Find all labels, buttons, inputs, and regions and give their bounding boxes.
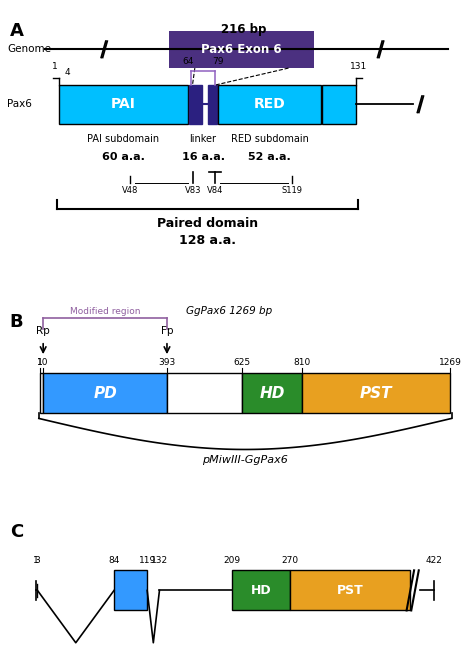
Text: 209: 209	[224, 556, 241, 565]
Text: 1: 1	[33, 556, 38, 565]
Text: V83: V83	[185, 186, 201, 195]
Text: 810: 810	[293, 358, 310, 366]
Text: 4: 4	[64, 68, 70, 77]
Text: S119: S119	[282, 186, 303, 195]
Text: 625: 625	[233, 358, 251, 366]
Text: PST: PST	[360, 386, 392, 401]
Text: PAI: PAI	[111, 97, 136, 111]
Bar	[40, 373, 43, 413]
Text: Fp: Fp	[161, 326, 173, 336]
Text: 64: 64	[182, 57, 194, 66]
Bar	[302, 373, 450, 413]
Text: 119: 119	[138, 556, 156, 565]
Text: 393: 393	[158, 358, 175, 366]
Text: GgPax6 1269 bp: GgPax6 1269 bp	[186, 306, 272, 316]
Text: V48: V48	[122, 186, 138, 195]
Text: Pax6 Exon 6: Pax6 Exon 6	[201, 43, 282, 56]
Text: Modified region: Modified region	[70, 306, 140, 316]
Text: C: C	[10, 523, 23, 541]
Text: RED subdomain: RED subdomain	[231, 134, 309, 144]
Bar	[242, 373, 302, 413]
Text: 60 a.a.: 60 a.a.	[102, 152, 145, 162]
Text: PAI subdomain: PAI subdomain	[87, 134, 159, 144]
Text: V84: V84	[207, 186, 223, 195]
Text: 3: 3	[35, 556, 40, 565]
Bar	[208, 85, 217, 124]
Text: HD: HD	[259, 386, 284, 401]
Text: 131: 131	[350, 62, 367, 70]
Text: PST: PST	[337, 584, 364, 597]
Text: 216 bp: 216 bp	[221, 23, 267, 37]
Text: HD: HD	[251, 584, 272, 597]
Text: Genome: Genome	[8, 44, 52, 54]
Text: linker: linker	[190, 134, 217, 144]
Text: 79: 79	[212, 57, 224, 66]
Text: 270: 270	[282, 556, 299, 565]
Text: 52 a.a.: 52 a.a.	[248, 152, 291, 162]
Text: 16 a.a.: 16 a.a.	[182, 152, 225, 162]
Text: 1: 1	[37, 358, 43, 366]
Text: 84: 84	[109, 556, 120, 565]
Bar	[189, 85, 202, 124]
Text: Pax6: Pax6	[8, 99, 32, 110]
Text: 1269: 1269	[439, 358, 462, 366]
Bar	[218, 85, 321, 124]
Bar	[167, 373, 242, 413]
Text: pMiwIII-GgPax6: pMiwIII-GgPax6	[202, 454, 288, 465]
Text: PD: PD	[93, 386, 117, 401]
Bar	[59, 85, 188, 124]
Text: Rp: Rp	[36, 326, 50, 336]
Text: 10: 10	[37, 358, 49, 366]
Bar	[232, 570, 290, 610]
Bar	[322, 85, 356, 124]
Text: A: A	[10, 22, 24, 40]
Bar	[169, 31, 314, 68]
Text: 132: 132	[151, 556, 168, 565]
Text: B: B	[10, 313, 23, 331]
Text: 1: 1	[52, 62, 58, 70]
Text: 128 a.a.: 128 a.a.	[179, 233, 236, 246]
Bar	[114, 570, 147, 610]
Text: 422: 422	[425, 556, 442, 565]
Text: RED: RED	[254, 97, 286, 111]
Bar	[290, 570, 410, 610]
Text: Paired domain: Paired domain	[157, 216, 258, 230]
Bar	[43, 373, 167, 413]
